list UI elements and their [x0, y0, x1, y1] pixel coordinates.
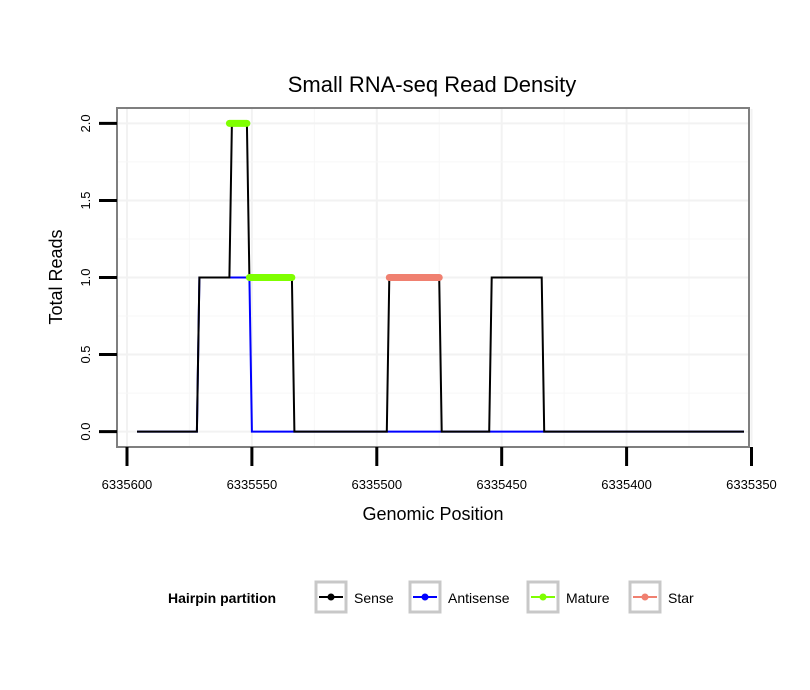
x-tick-label: 6335600: [102, 477, 153, 492]
legend: Hairpin partition Sense Antisense Mature St…: [168, 580, 694, 614]
y-tick-label: 2.0: [78, 114, 93, 132]
legend-label-mature: Mature: [566, 590, 610, 606]
y-tick-label: 0.5: [78, 345, 93, 363]
x-tick-label: 6335500: [351, 477, 402, 492]
legend-key-point: [421, 593, 429, 601]
legend-item-mature: Mature: [526, 580, 610, 614]
y-tick-label: 0.0: [78, 423, 93, 441]
legend-key-point: [539, 593, 547, 601]
y-tick-label: 1.5: [78, 191, 93, 209]
legend-key-point: [327, 593, 335, 601]
legend-label-star: Star: [668, 590, 694, 606]
x-axis: 6335600 6335550 6335500 6335450 6335400 63353…: [102, 447, 777, 492]
x-tick-label: 6335350: [726, 477, 777, 492]
legend-key-point: [641, 593, 649, 601]
y-axis: 0.0 0.5 1.0 1.5 2.0: [78, 114, 117, 441]
y-tick-label: 1.0: [78, 268, 93, 286]
x-tick-label: 6335550: [227, 477, 278, 492]
x-axis-title: Genomic Position: [362, 504, 503, 524]
legend-title: Hairpin partition: [168, 590, 276, 606]
sense-line: [137, 122, 744, 433]
series-layer: [137, 119, 744, 433]
legend-label-sense: Sense: [354, 590, 394, 606]
legend-label-antisense: Antisense: [448, 590, 510, 606]
x-tick-label: 6335400: [601, 477, 652, 492]
x-tick-label: 6335450: [476, 477, 527, 492]
series-mature: [225, 119, 296, 281]
legend-item-star: Star: [628, 580, 694, 614]
chart-title: Small RNA-seq Read Density: [288, 72, 577, 97]
y-axis-title: Total Reads: [46, 229, 66, 324]
legend-item-sense: Sense: [314, 580, 394, 614]
legend-item-antisense: Antisense: [408, 580, 510, 614]
series-sense: [137, 122, 744, 433]
grid-lines: [118, 109, 753, 446]
